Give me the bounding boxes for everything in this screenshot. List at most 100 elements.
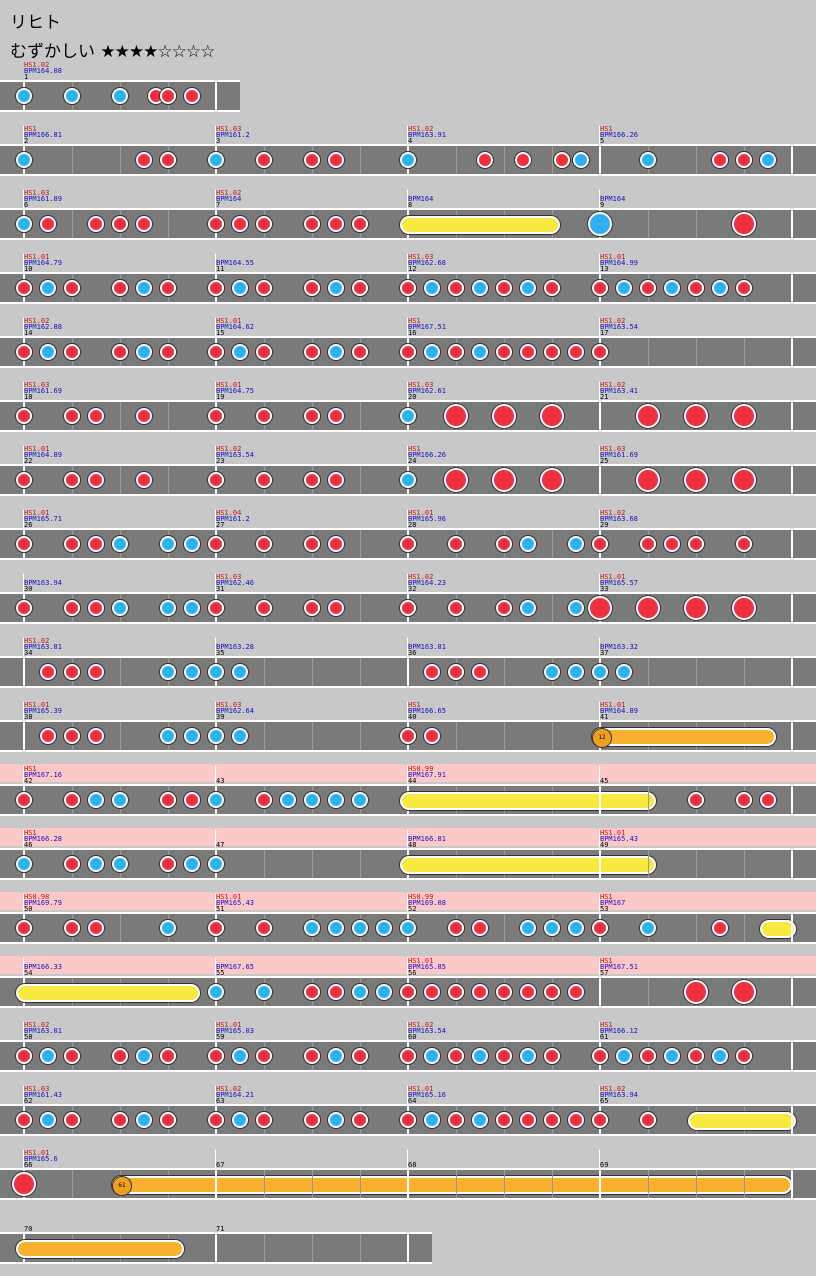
bpm-label: BPM161.69 [24, 387, 62, 395]
measure-label: HS1.02 BPM163.54 23 [216, 446, 254, 465]
don-note [400, 280, 416, 296]
measure-number: 23 [216, 457, 225, 465]
drumroll-bar [688, 1112, 796, 1130]
bpm-label: BPM163.41 [600, 387, 638, 395]
barline-end [791, 528, 793, 560]
measure-number: 58 [24, 1033, 33, 1041]
measure-number: 8 [408, 201, 413, 209]
don-note [448, 1112, 464, 1128]
don-big-note [540, 404, 564, 428]
barline [599, 400, 601, 432]
don-note [64, 280, 80, 296]
beat-line [360, 146, 361, 174]
don-note [304, 472, 320, 488]
bpm-label: BPM164.23 [408, 579, 446, 587]
barline-end [791, 1040, 793, 1072]
hs-label: HS1.02 [408, 1021, 434, 1029]
barline-tick [599, 382, 600, 400]
ka-note [640, 920, 656, 936]
gogo-band [0, 892, 816, 910]
hs-label: HS1.01 [600, 701, 626, 709]
beat-line [552, 594, 553, 622]
bpm-label: BPM169.79 [24, 899, 62, 907]
measure-label: HS1.01 BPM164.89 41 [600, 701, 638, 721]
hs-label: HS1 [24, 829, 37, 837]
ka-note [136, 1048, 152, 1064]
don-note [328, 216, 344, 232]
barline-end [791, 720, 793, 752]
ka-note [328, 280, 344, 296]
don-note [16, 344, 32, 360]
chart-row: HS0.98 BPM169.79 50 HS1.01 BPM165.43 51 HS0.99… [0, 892, 816, 956]
measure-label: HS1.02 BPM164.23 32 [408, 574, 446, 593]
measure-number: 20 [408, 393, 417, 401]
don-note [256, 600, 272, 616]
barline-tick [599, 190, 600, 208]
don-big-note [12, 1172, 36, 1196]
don-big-note [732, 596, 756, 620]
don-note [328, 600, 344, 616]
drumroll-bar [400, 856, 656, 874]
don-note [208, 920, 224, 936]
ka-note [136, 344, 152, 360]
don-note [688, 280, 704, 296]
bpm-label: BPM161.69 [600, 451, 638, 459]
don-note [496, 344, 512, 360]
ka-note [472, 1112, 488, 1128]
beat-line [696, 210, 697, 238]
ka-note [184, 728, 200, 744]
barline-tick [599, 702, 600, 720]
measure-label: HS1.01 BPM165.43 51 [216, 894, 254, 913]
don-big-note [684, 980, 708, 1004]
chart-row: HS1 BPM167.16 42 43 HS0.99 BPM167.91 44 45 [0, 764, 816, 828]
hs-label: HS1.03 [216, 701, 242, 709]
hs-label: HS1.03 [24, 189, 50, 197]
don-note [400, 728, 416, 744]
measure-label: HS1.02 BPM162.88 14 [24, 317, 62, 337]
hs-label: HS1.02 [600, 1085, 626, 1093]
bpm-label: BPM163.81 [408, 643, 446, 651]
ka-note [520, 600, 536, 616]
measure-label: HS1.03 BPM161.69 18 [24, 382, 62, 401]
measure-label: HS1.02 BPM163.81 34 [24, 638, 62, 657]
don-note [88, 408, 104, 424]
ka-note [640, 152, 656, 168]
measure-label: HS1 BPM166.28 46 [24, 829, 62, 849]
barline-tick [407, 894, 408, 912]
hs-label: HS1.02 [24, 317, 50, 325]
don-note [544, 344, 560, 360]
beat-line [168, 466, 169, 494]
ka-note [568, 536, 584, 552]
barline-end [791, 1104, 793, 1136]
don-note [592, 920, 608, 936]
barline [23, 720, 25, 752]
barline [599, 976, 601, 1008]
ka-note [572, 152, 589, 168]
don-note [160, 1048, 176, 1064]
bpm-label: BPM166.26 [600, 131, 638, 139]
barline-tick [215, 702, 216, 720]
don-note [256, 792, 272, 808]
bpm-label: BPM163.54 [216, 451, 254, 459]
don-note [544, 1112, 560, 1128]
measure-label: HS1.01 BPM164.89 22 [24, 446, 62, 465]
measure-number: 52 [408, 905, 417, 913]
ka-note [160, 600, 176, 616]
beat-line [648, 338, 649, 366]
don-note [160, 1112, 176, 1128]
ka-note [568, 920, 584, 936]
don-note [448, 984, 464, 1000]
barline [407, 1168, 409, 1200]
don-note [64, 728, 80, 744]
barline-tick [23, 1150, 24, 1168]
don-note [448, 280, 464, 296]
measure-label: HS1 BPM166.26 24 [408, 446, 446, 465]
measure-number: 15 [216, 329, 225, 337]
hs-label: HS1.03 [408, 381, 434, 389]
bpm-label: BPM166.33 [24, 963, 62, 971]
measure-label: 67 [216, 1150, 224, 1169]
measure-label: HS1 BPM166.81 2 [24, 126, 62, 145]
barline-end [791, 336, 793, 368]
hs-label: HS0.99 [408, 765, 434, 773]
beat-line [696, 1170, 697, 1198]
